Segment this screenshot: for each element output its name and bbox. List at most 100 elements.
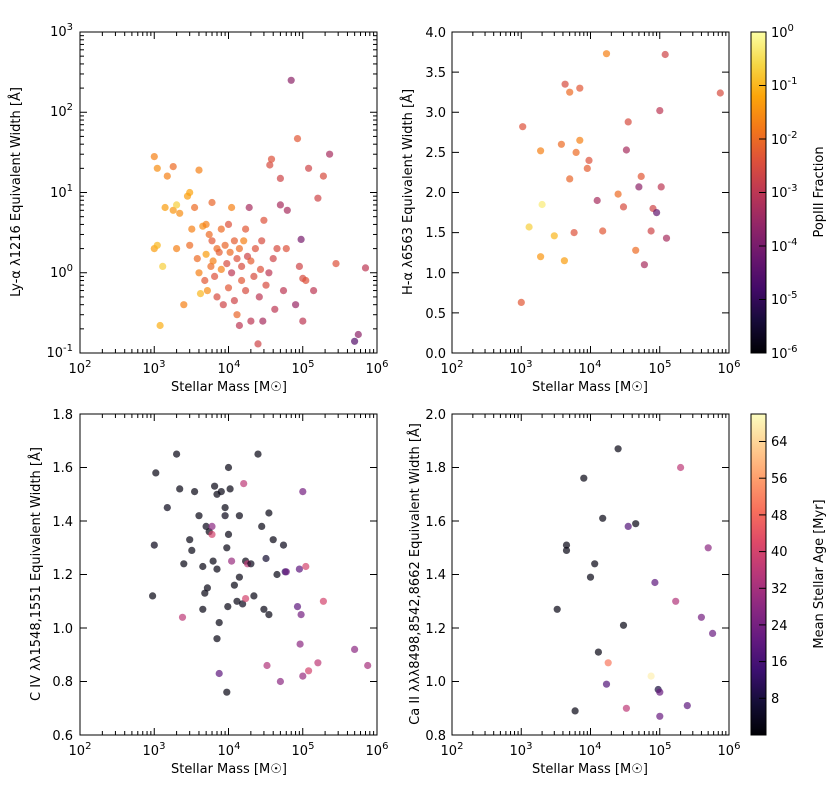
scatter-point bbox=[180, 301, 188, 309]
scatter-point bbox=[273, 570, 281, 579]
scatter-point bbox=[619, 203, 628, 211]
scatter-point bbox=[269, 536, 277, 544]
scatter-point bbox=[221, 504, 229, 512]
scatter-point bbox=[269, 255, 277, 263]
halpha-ytick-label: 3.5 bbox=[425, 66, 446, 81]
scatter-point bbox=[230, 297, 238, 305]
scatter-point bbox=[217, 225, 225, 233]
scatter-point bbox=[217, 265, 225, 273]
scatter-point bbox=[361, 264, 370, 272]
colorbar-age-label: Mean Stellar Age [Myr] bbox=[812, 499, 827, 648]
scatter-point bbox=[203, 287, 211, 295]
colorbar-age-tick: 24 bbox=[771, 619, 788, 634]
scatter-point bbox=[203, 584, 211, 592]
scatter-point bbox=[235, 321, 243, 330]
scatter-point bbox=[519, 123, 527, 131]
scatter-point bbox=[561, 80, 569, 88]
scatter-point bbox=[570, 229, 578, 237]
lya-ytick-label: 103 bbox=[50, 22, 73, 40]
lya-ytick-label: 10-1 bbox=[46, 343, 73, 361]
scatter-point bbox=[224, 463, 233, 472]
scatter-point bbox=[209, 557, 217, 565]
scatter-point bbox=[263, 661, 271, 670]
halpha-ytick-label: 4.0 bbox=[425, 26, 446, 41]
scatter-point bbox=[180, 560, 188, 568]
scatter-point bbox=[293, 135, 302, 143]
halpha-xtick-label: 105 bbox=[649, 359, 672, 377]
colorbar-popiii-tick: 10-1 bbox=[771, 76, 798, 94]
panel-halpha: 102 103 104 105 106 0.0 0.5 1.0 1.5 2.0 … bbox=[400, 26, 740, 395]
scatter-point bbox=[254, 450, 262, 458]
civ-xtick-label: 104 bbox=[218, 741, 241, 759]
scatter-point bbox=[647, 227, 655, 235]
scatter-point bbox=[262, 281, 270, 289]
scatter-point bbox=[293, 603, 302, 611]
scatter-point bbox=[302, 562, 310, 571]
scatter-point bbox=[208, 522, 216, 531]
halpha-points bbox=[517, 50, 724, 306]
scatter-point bbox=[173, 245, 181, 253]
scatter-point bbox=[632, 246, 640, 254]
civ-ytick-label: 1.2 bbox=[52, 568, 73, 583]
colorbar-popiii-tick: 10-6 bbox=[771, 344, 798, 362]
scatter-point bbox=[653, 209, 661, 217]
scatter-point bbox=[364, 661, 372, 670]
scatter-point bbox=[656, 712, 664, 720]
caii-frame bbox=[451, 413, 730, 736]
scatter-point bbox=[176, 485, 184, 493]
scatter-point bbox=[586, 573, 595, 581]
scatter-point bbox=[240, 237, 248, 245]
scatter-point bbox=[250, 272, 258, 280]
scatter-point bbox=[245, 203, 253, 212]
scatter-point bbox=[354, 330, 362, 339]
scatter-point bbox=[256, 265, 265, 273]
scatter-point bbox=[657, 183, 665, 191]
scatter-point bbox=[604, 659, 612, 667]
scatter-point bbox=[208, 530, 216, 539]
colorbar-age-tick: 40 bbox=[771, 545, 788, 560]
scatter-point bbox=[283, 206, 291, 214]
scatter-point bbox=[566, 88, 574, 96]
scatter-point bbox=[202, 250, 210, 258]
scatter-point bbox=[208, 237, 216, 245]
scatter-point bbox=[242, 225, 250, 233]
scatter-point bbox=[297, 235, 305, 243]
scatter-point bbox=[240, 480, 248, 488]
civ-xtick-label: 103 bbox=[143, 741, 166, 759]
scatter-point bbox=[292, 301, 300, 309]
scatter-point bbox=[677, 463, 685, 472]
scatter-point bbox=[635, 183, 643, 191]
scatter-point bbox=[265, 509, 273, 517]
scatter-point bbox=[228, 557, 236, 565]
caii-ytick-label: 1.0 bbox=[425, 675, 446, 690]
scatter-point bbox=[195, 166, 203, 174]
scatter-point bbox=[242, 595, 250, 603]
scatter-point bbox=[235, 512, 243, 520]
scatter-point bbox=[619, 621, 628, 629]
halpha-ytick-label: 1.5 bbox=[425, 226, 446, 241]
lya-xtick-label: 106 bbox=[366, 359, 389, 377]
scatter-point bbox=[326, 150, 334, 158]
scatter-point bbox=[662, 234, 671, 242]
scatter-point bbox=[647, 672, 655, 680]
scatter-point bbox=[202, 220, 210, 228]
scatter-point bbox=[580, 474, 588, 482]
scatter-point bbox=[571, 707, 579, 715]
scatter-point bbox=[163, 504, 171, 512]
scatter-point bbox=[656, 107, 664, 115]
scatter-point bbox=[202, 522, 210, 531]
scatter-point bbox=[560, 257, 569, 265]
scatter-point bbox=[622, 146, 631, 154]
halpha-xtick-label: 104 bbox=[579, 359, 602, 377]
scatter-point bbox=[632, 520, 640, 528]
civ-xtick-label: 105 bbox=[292, 741, 315, 759]
scatter-point bbox=[169, 163, 177, 171]
scatter-point bbox=[258, 237, 266, 245]
scatter-point bbox=[163, 172, 171, 180]
scatter-point bbox=[228, 269, 236, 277]
scatter-point bbox=[221, 241, 229, 249]
scatter-point bbox=[302, 276, 310, 285]
scatter-point bbox=[637, 172, 645, 180]
colorbar-popiii-tick: 10-3 bbox=[771, 183, 798, 201]
scatter-point bbox=[247, 317, 255, 325]
